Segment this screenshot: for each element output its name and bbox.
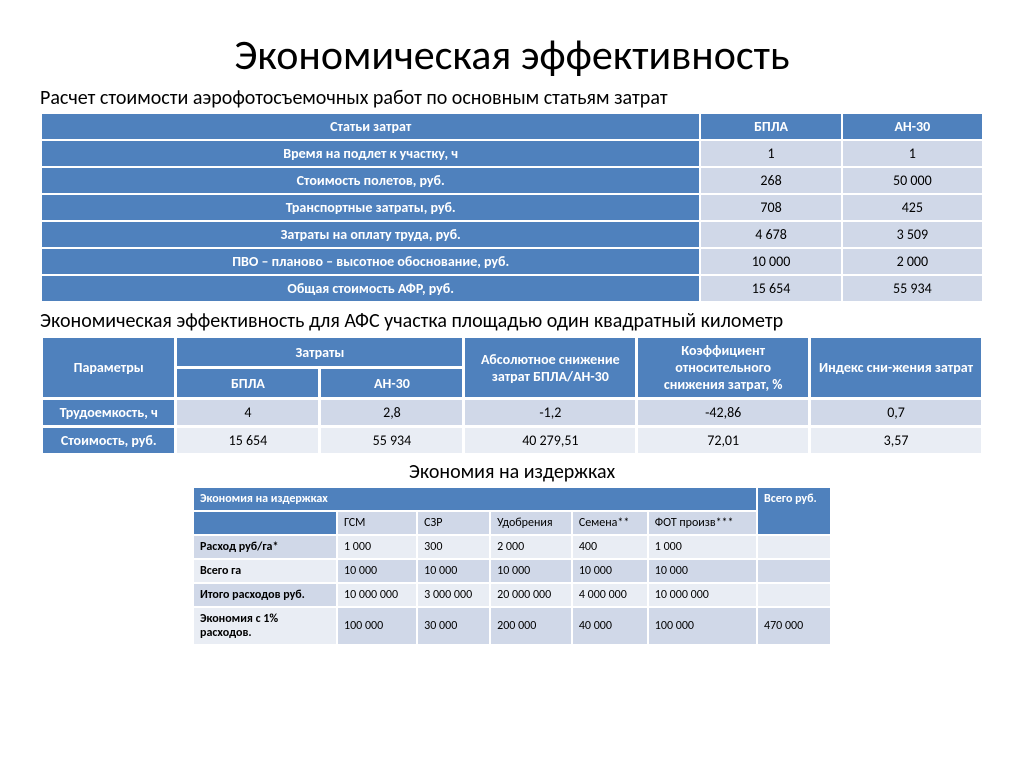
cell: 10 000 000 xyxy=(648,583,757,607)
cell xyxy=(757,535,831,559)
page-title: Экономическая эффективность xyxy=(40,30,984,81)
cell: 3 509 xyxy=(842,221,983,248)
row-label: Стоимость полетов, руб. xyxy=(41,167,700,194)
cell: 1 000 xyxy=(337,535,417,559)
table-row: Итого расходов руб. 10 000 000 3 000 000… xyxy=(193,583,831,607)
table-header-row: Экономия на издержках Всего руб. xyxy=(193,487,831,511)
cell: 3 000 000 xyxy=(417,583,490,607)
table-header-row: ГСМ СЗР Удобрения Семена** ФОТ произв*** xyxy=(193,511,831,535)
cell: 268 xyxy=(700,167,841,194)
cell: 15 654 xyxy=(176,427,320,455)
cell xyxy=(757,583,831,607)
row-label: ПВО – планово – высотное обоснование, ру… xyxy=(41,248,700,275)
table-row: Стоимость полетов, руб.26850 000 xyxy=(41,167,983,194)
row-label: Расход руб/га* xyxy=(193,535,337,559)
table-row: Трудоемкость, ч 4 2,8 -1,2 -42,86 0,7 xyxy=(42,399,983,427)
cell: 2 000 xyxy=(490,535,572,559)
col-header: АН-30 xyxy=(842,113,983,140)
cell: 40 000 xyxy=(572,607,648,645)
cell: 400 xyxy=(572,535,648,559)
cell: 10 000 000 xyxy=(337,583,417,607)
cell: 2 000 xyxy=(842,248,983,275)
cell: 10 000 xyxy=(648,559,757,583)
row-label: Затраты на оплату труда, руб. xyxy=(41,221,700,248)
table-costs: Статьи затрат БПЛА АН-30 Время на подлет… xyxy=(40,112,984,303)
col-header: Абсолютное снижение затрат БПЛА/АН-30 xyxy=(464,337,637,399)
cell: 40 279,51 xyxy=(464,427,637,455)
cell: 200 000 xyxy=(490,607,572,645)
cell: 470 000 xyxy=(757,607,831,645)
cell: 4 000 000 xyxy=(572,583,648,607)
row-label: Экономия с 1% расходов. xyxy=(193,607,337,645)
row-label: Время на подлет к участку, ч xyxy=(41,140,700,167)
table-row: ПВО – планово – высотное обоснование, ру… xyxy=(41,248,983,275)
row-label: Всего га xyxy=(193,559,337,583)
cell: 425 xyxy=(842,194,983,221)
cell: 1 000 xyxy=(648,535,757,559)
col-header: Экономия на издержках xyxy=(193,487,757,511)
col-header: Удобрения xyxy=(490,511,572,535)
subtitle-1: Расчет стоимости аэрофотосъемочных работ… xyxy=(40,86,984,110)
col-header: Индекс сни-жения затрат xyxy=(810,337,983,399)
row-label: Транспортные затраты, руб. xyxy=(41,194,700,221)
cell: 30 000 xyxy=(417,607,490,645)
col-header xyxy=(193,511,337,535)
cell: 1 xyxy=(700,140,841,167)
cell: 10 000 xyxy=(337,559,417,583)
table-row: Общая стоимость АФР, руб.15 65455 934 xyxy=(41,275,983,302)
cell: -42,86 xyxy=(637,399,810,427)
col-header: Затраты xyxy=(176,337,464,368)
col-header: Параметры xyxy=(42,337,176,399)
cell: -1,2 xyxy=(464,399,637,427)
cell: 10 000 xyxy=(490,559,572,583)
col-header: Всего руб. xyxy=(757,487,831,535)
cell: 4 xyxy=(176,399,320,427)
cell: 15 654 xyxy=(700,275,841,302)
cell: 100 000 xyxy=(648,607,757,645)
subtitle-3: Экономия на издержках xyxy=(40,460,984,484)
cell: 1 xyxy=(842,140,983,167)
table-row: Затраты на оплату труда, руб.4 6783 509 xyxy=(41,221,983,248)
cell: 100 000 xyxy=(337,607,417,645)
table-row: Экономия с 1% расходов. 100 000 30 000 2… xyxy=(193,607,831,645)
cell: 10 000 xyxy=(572,559,648,583)
table-row: Транспортные затраты, руб.708425 xyxy=(41,194,983,221)
cell: 4 678 xyxy=(700,221,841,248)
col-header: Коэффициент относительного снижения затр… xyxy=(637,337,810,399)
cell: 72,01 xyxy=(637,427,810,455)
table-header-row: Параметры Затраты Абсолютное снижение за… xyxy=(42,337,983,368)
table-row: Всего га 10 000 10 000 10 000 10 000 10 … xyxy=(193,559,831,583)
table-row: Время на подлет к участку, ч11 xyxy=(41,140,983,167)
cell: 20 000 000 xyxy=(490,583,572,607)
subtitle-2: Экономическая эффективность для АФС учас… xyxy=(40,309,984,333)
table-row: Стоимость, руб. 15 654 55 934 40 279,51 … xyxy=(42,427,983,455)
col-header: ФОТ произв*** xyxy=(648,511,757,535)
table-efficiency: Параметры Затраты Абсолютное снижение за… xyxy=(40,335,984,456)
cell: 10 000 xyxy=(417,559,490,583)
table-savings: Экономия на издержках Всего руб. ГСМ СЗР… xyxy=(192,486,832,646)
row-label: Общая стоимость АФР, руб. xyxy=(41,275,700,302)
cell xyxy=(757,559,831,583)
cell: 55 934 xyxy=(842,275,983,302)
cell: 2,8 xyxy=(320,399,464,427)
row-label: Итого расходов руб. xyxy=(193,583,337,607)
cell: 55 934 xyxy=(320,427,464,455)
cell: 0,7 xyxy=(810,399,983,427)
table-header-row: Статьи затрат БПЛА АН-30 xyxy=(41,113,983,140)
cell: 300 xyxy=(417,535,490,559)
col-header: СЗР xyxy=(417,511,490,535)
col-header: БПЛА xyxy=(700,113,841,140)
col-header: Статьи затрат xyxy=(41,113,700,140)
col-header: Семена** xyxy=(572,511,648,535)
col-header: АН-30 xyxy=(320,368,464,399)
table-row: Расход руб/га* 1 000 300 2 000 400 1 000 xyxy=(193,535,831,559)
cell: 50 000 xyxy=(842,167,983,194)
cell: 3,57 xyxy=(810,427,983,455)
cell: 708 xyxy=(700,194,841,221)
cell: 10 000 xyxy=(700,248,841,275)
col-header: БПЛА xyxy=(176,368,320,399)
row-label: Стоимость, руб. xyxy=(42,427,176,455)
col-header: ГСМ xyxy=(337,511,417,535)
row-label: Трудоемкость, ч xyxy=(42,399,176,427)
